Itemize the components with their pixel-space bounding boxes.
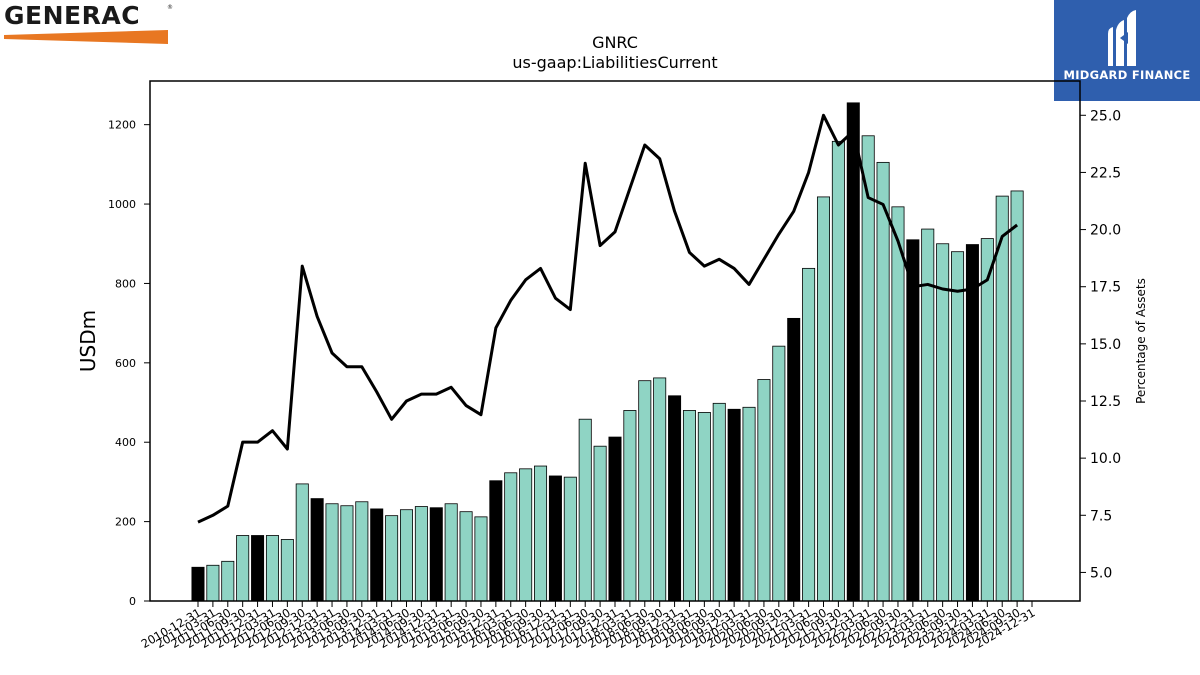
bar-2020-12-31: [787, 317, 801, 602]
y-tick-label: 1200: [108, 119, 136, 132]
y-tick-label: 200: [115, 516, 136, 529]
x-axis: 2010-12-312011-03-312011-06-302011-09-30…: [139, 601, 1038, 651]
y2-tick-label: 22.5: [1090, 165, 1121, 181]
bar-2016-09-30: [534, 465, 548, 602]
y2-tick-label: 7.5: [1090, 508, 1112, 524]
y-tick-label: 800: [115, 277, 136, 290]
plot-frame: [149, 80, 1081, 602]
midgard-finance-logo: MIDGARD FINANCE: [1054, 0, 1200, 101]
bar-2014-09-30: [414, 506, 428, 602]
bar-2022-06-30: [876, 161, 890, 602]
bar-2023-12-31: [965, 244, 979, 602]
bar-2013-03-31: [325, 503, 339, 602]
y-tick-label: 600: [115, 357, 136, 370]
midgard-finance-name: MIDGARD FINANCE: [1063, 68, 1191, 82]
bar-2019-06-30: [697, 412, 711, 602]
midgard-mark-icon: [1108, 10, 1136, 66]
generac-swoosh: [4, 30, 168, 44]
bar-2022-12-31: [906, 239, 920, 602]
y-axis-label: USDm: [76, 310, 100, 372]
bar-2023-09-30: [951, 251, 965, 602]
bar-2020-06-30: [757, 379, 771, 602]
bar-2017-12-31: [608, 436, 622, 602]
bar-2019-03-31: [682, 410, 696, 602]
y-tick-label: 400: [115, 436, 136, 449]
bar-2015-12-31: [489, 480, 503, 602]
bar-2018-12-31: [668, 395, 682, 602]
bar-2018-06-30: [638, 380, 652, 602]
bar-2012-03-31: [265, 535, 279, 602]
y-tick-label: 0: [129, 595, 136, 608]
bar-2013-12-31: [370, 508, 384, 602]
bar-2015-03-31: [444, 503, 458, 602]
bar-2011-09-30: [236, 535, 250, 602]
bar-2024-03-31: [980, 238, 994, 602]
bar-2021-12-31: [846, 102, 860, 602]
percentage-line: [197, 113, 1019, 524]
bar-2020-03-31: [742, 406, 756, 602]
bar-2024-09-30: [1010, 190, 1024, 602]
bar-2017-03-31: [563, 476, 577, 602]
y2-tick-label: 15.0: [1090, 337, 1121, 353]
bar-2020-09-30: [772, 345, 786, 602]
bar-2011-06-30: [221, 560, 235, 602]
bar-2024-06-30: [995, 195, 1009, 602]
bar-2021-06-30: [816, 196, 831, 602]
bar-2021-03-31: [802, 267, 816, 602]
y2-tick-label: 5.0: [1090, 565, 1112, 581]
bar-2015-06-30: [459, 511, 473, 602]
line-series: [197, 113, 1019, 524]
bar-2022-09-30: [891, 206, 905, 602]
bar-2014-03-31: [385, 515, 399, 602]
y2-tick-label: 20.0: [1090, 223, 1121, 239]
bar-series: [191, 102, 1024, 602]
bar-2023-06-30: [936, 243, 950, 602]
bar-2016-03-31: [504, 472, 518, 602]
bar-2013-09-30: [355, 501, 369, 602]
bar-2013-06-30: [340, 505, 354, 602]
bar-2012-06-30: [280, 539, 294, 602]
bar-2019-12-31: [727, 408, 741, 602]
bar-2014-06-30: [399, 509, 414, 602]
bar-2017-06-30: [578, 418, 592, 602]
registered-mark: ®: [167, 4, 173, 11]
bar-2016-12-31: [548, 475, 562, 602]
bar-2012-12-31: [310, 498, 324, 602]
y2-tick-label: 25.0: [1090, 108, 1121, 124]
bar-2011-12-31: [251, 535, 265, 602]
bar-2010-12-31: [191, 566, 205, 602]
y-tick-label: 1000: [108, 198, 136, 211]
bar-2015-09-30: [474, 516, 488, 602]
bar-2018-03-31: [623, 410, 637, 602]
y2-tick-label: 12.5: [1090, 394, 1121, 410]
bar-2016-06-30: [519, 468, 533, 602]
bar-2012-09-30: [295, 483, 309, 602]
bar-2019-09-30: [712, 402, 726, 602]
generac-wordmark: GENERAC: [4, 1, 141, 30]
y2-axis-label: Percentage of Assets: [1134, 278, 1148, 404]
chart-title: GNRC: [592, 33, 638, 52]
generac-logo: GENERAC ®: [4, 1, 173, 44]
chart-subtitle: us-gaap:LiabilitiesCurrent: [512, 53, 717, 72]
bar-2018-09-30: [653, 377, 667, 602]
y2-tick-label: 10.0: [1090, 451, 1121, 467]
bar-2014-12-31: [429, 507, 443, 602]
bar-2011-03-31: [206, 564, 220, 602]
y-axis-right: 5.0 7.5 10.0 12.5 15.0 17.5 20.0 22.5 25.0: [1080, 108, 1121, 581]
bar-2017-09-30: [593, 445, 607, 602]
bar-2021-09-30: [831, 140, 845, 602]
y-axis-left: 0 200 400 600 800 1000 1200: [108, 119, 150, 608]
y2-tick-label: 17.5: [1090, 280, 1121, 296]
bar-2022-03-31: [861, 135, 875, 602]
